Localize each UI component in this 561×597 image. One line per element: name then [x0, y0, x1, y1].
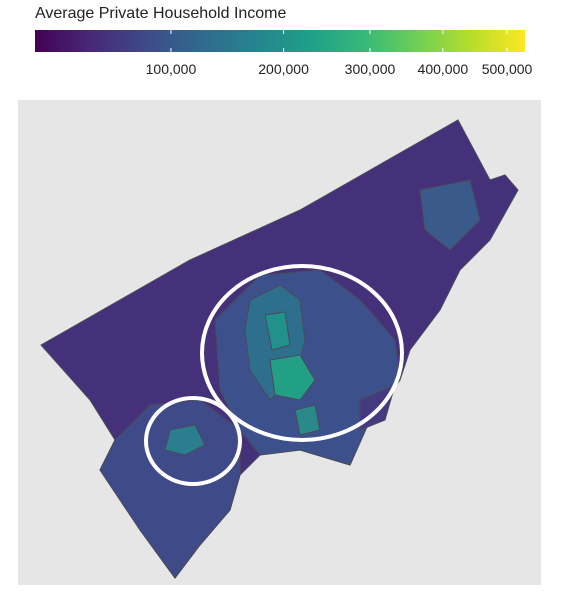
region	[294, 404, 321, 436]
colorbar-tick-label: 100,000	[146, 61, 197, 77]
colorbar-tick-label: 300,000	[345, 61, 396, 77]
colorbar-tick-label: 500,000	[482, 61, 533, 77]
highlight-circle	[144, 396, 242, 486]
legend-title: Average Private Household Income	[35, 5, 287, 22]
highlight-circle	[200, 264, 404, 442]
colorbar-tick-label: 400,000	[418, 61, 469, 77]
neighbourhoods	[40, 119, 519, 579]
colorbar	[35, 30, 525, 52]
region	[264, 311, 291, 351]
region	[164, 424, 206, 456]
region	[269, 354, 316, 401]
colorbar-tick-label: 200,000	[258, 61, 309, 77]
region	[419, 179, 481, 251]
